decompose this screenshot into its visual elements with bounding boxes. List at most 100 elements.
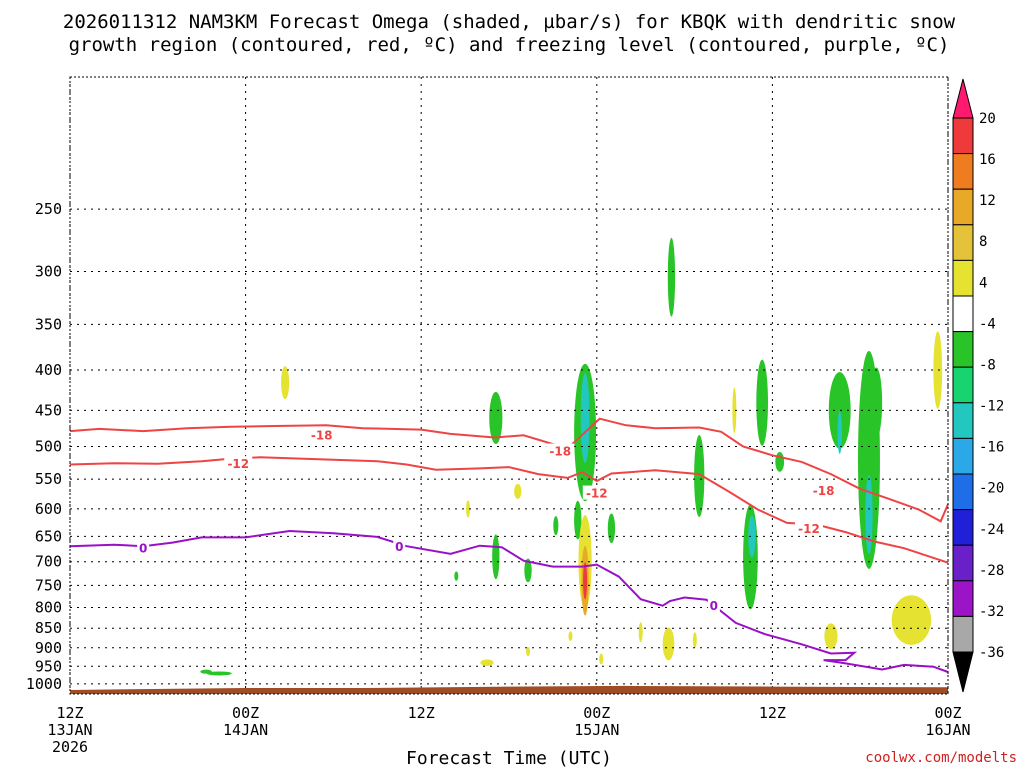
x-tick-label: 16JAN	[925, 721, 970, 739]
y-tick-label: 550	[35, 470, 62, 488]
omega-shaded-area	[480, 659, 494, 666]
colorbar-segment	[952, 473, 974, 511]
contour-label: -18	[813, 484, 835, 498]
y-tick-label: 250	[35, 200, 62, 218]
x-tick-label: 14JAN	[223, 721, 268, 739]
omega-shaded-area	[824, 623, 838, 649]
y-tick-label: 850	[35, 619, 62, 637]
omega-shaded-area	[514, 483, 522, 499]
omega-shaded-area	[662, 627, 675, 661]
colorbar-label: -20	[979, 481, 1004, 497]
plot-border	[69, 76, 949, 695]
contour-label-bg	[224, 456, 253, 471]
colorbar-segment	[952, 580, 974, 617]
omega-shaded-area	[692, 632, 697, 648]
colorbar-segment	[952, 295, 974, 333]
contour-label-bg	[809, 483, 838, 498]
contour-label: 0	[710, 599, 718, 613]
x-tick-label: 00Z	[583, 704, 610, 722]
omega-shaded-area	[281, 366, 290, 400]
omega-shaded-area	[891, 595, 932, 645]
colorbar-segment	[952, 188, 974, 226]
colorbar-label: -24	[979, 522, 1004, 538]
y-tick-label: 950	[35, 657, 62, 675]
omega-shaded-area	[524, 558, 532, 583]
colorbar-label: -28	[979, 563, 1004, 579]
omega-shaded-area	[206, 671, 232, 676]
y-tick-label: 350	[35, 315, 62, 333]
omega-shaded-area	[667, 237, 676, 317]
colorbar-label: -12	[979, 399, 1004, 415]
credit-text: coolwx.com/modelts	[865, 750, 1017, 766]
y-tick-label: 700	[35, 553, 62, 571]
colorbar-label: -32	[979, 604, 1004, 620]
contour-label-bg	[307, 427, 336, 442]
colorbar-segment	[952, 437, 974, 475]
contour-line	[69, 529, 949, 673]
omega-shaded-area	[865, 475, 873, 555]
colorbar-segment	[952, 366, 974, 404]
x-tick-label: 00Z	[232, 704, 259, 722]
contour-label: 0	[139, 542, 147, 556]
omega-shaded-area	[748, 515, 756, 558]
contour-label-bg	[582, 485, 611, 500]
omega-shaded-area	[580, 372, 590, 463]
omega-shaded-area	[200, 669, 212, 674]
colorbar-segment	[952, 402, 974, 439]
colorbar-segment	[952, 224, 974, 261]
contour-label: -18	[549, 445, 571, 459]
colorbar-label: -4	[979, 316, 996, 332]
omega-shaded-area	[583, 562, 588, 600]
chart-title-line-2: growth region (contoured, red, ºC) and f…	[69, 34, 950, 56]
omega-shaded-area	[607, 513, 616, 544]
y-tick-label: 750	[35, 576, 62, 594]
terrain-layer	[70, 685, 948, 694]
contour-label-bg	[393, 539, 406, 554]
colorbar-label: 20	[979, 111, 996, 127]
colorbar-segment	[952, 544, 974, 582]
colorbar-top-arrow	[952, 78, 974, 119]
contour-label-bg	[546, 443, 575, 458]
omega-shaded-area	[870, 367, 883, 438]
contour-label: -12	[586, 487, 608, 501]
y-tick-label: 400	[35, 361, 62, 379]
y-tick-label: 650	[35, 527, 62, 545]
colorbar-segment	[952, 331, 974, 368]
omega-shaded-area	[775, 452, 785, 472]
y-tick-label: 450	[35, 401, 62, 419]
omega-shaded-area	[933, 331, 943, 409]
omega-shaded-area	[828, 372, 851, 449]
y-tick-label: 800	[35, 598, 62, 616]
colorbar-label: 12	[979, 193, 996, 209]
omega-shaded-area	[454, 571, 459, 581]
colorbar-bottom-arrow	[952, 651, 974, 693]
chart-title-line-1: 2026011312 NAM3KM Forecast Omega (shaded…	[63, 11, 956, 33]
y-tick-label: 500	[35, 437, 62, 455]
omega-shaded-area	[694, 434, 705, 518]
omega-shaded-area	[599, 653, 604, 665]
contour-label: -12	[798, 522, 820, 536]
plot-area: -18 -18 -18 -12 -12 -12 0 0 0	[69, 76, 949, 695]
omega-colorbar: 20 16 12 8 4 -4 -8 -12 -16 -20 -24 -28 -32 -36	[952, 78, 1004, 693]
contour-label: -18	[311, 429, 333, 443]
y-axis-tick-labels: 250 300 350 400 450 500 550 600 650 700 750 800 850 9…	[26, 200, 62, 693]
omega-shaded-area	[732, 387, 737, 434]
contour-layer: -18 -18 -18 -12 -12 -12 0 0 0	[69, 417, 949, 673]
colorbar-label: 8	[979, 234, 987, 250]
colorbar-segment	[952, 117, 974, 155]
colorbar-segment	[952, 153, 974, 190]
omega-shaded-area	[553, 516, 559, 536]
y-tick-label: 300	[35, 263, 62, 281]
contour-label-bg	[137, 540, 150, 555]
colorbar-segment	[952, 509, 974, 546]
omega-shaded-area	[756, 359, 769, 446]
x-tick-label: 15JAN	[574, 721, 619, 739]
colorbar-segment	[952, 615, 974, 653]
omega-shaded-area	[492, 534, 500, 580]
omega-shaded-area	[568, 631, 573, 642]
contour-label-bg	[707, 597, 720, 612]
omega-shaded-area	[489, 391, 503, 445]
contour-label: 0	[395, 540, 403, 554]
